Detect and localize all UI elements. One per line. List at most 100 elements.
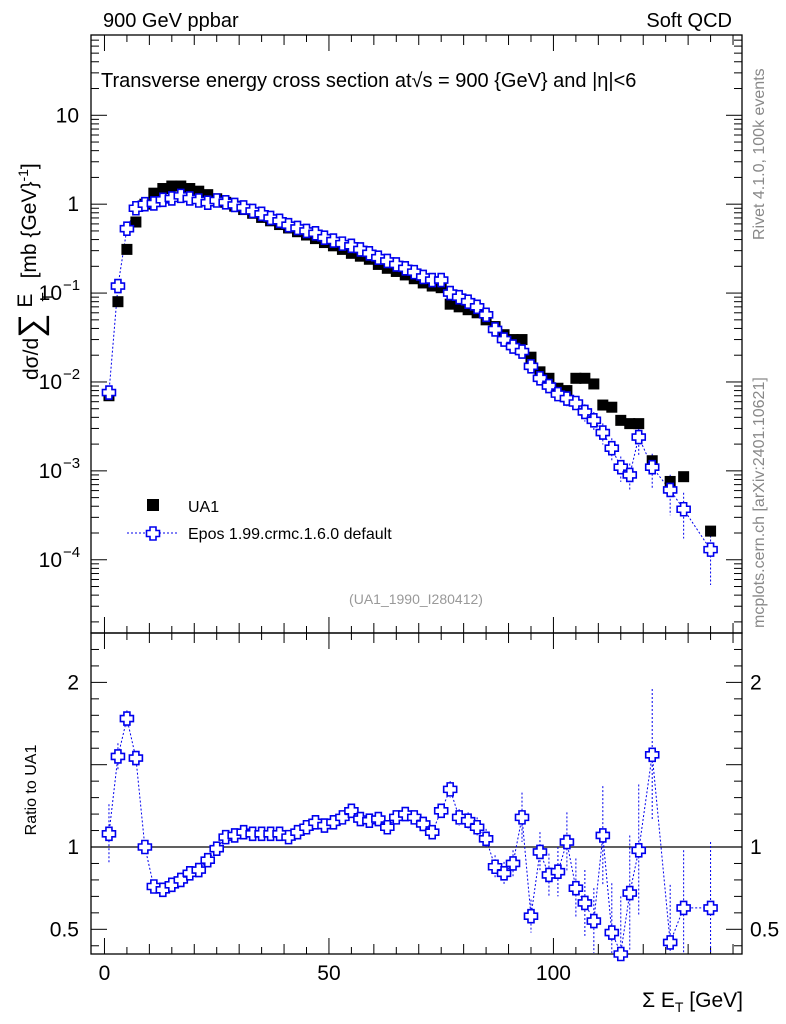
ratio-data-point bbox=[559, 834, 575, 850]
ratio-data-point bbox=[469, 819, 485, 835]
mc-data-point bbox=[523, 359, 539, 374]
main-y-axis-label: dσ/d∑ E T [mb {GeV}-1] bbox=[12, 163, 56, 380]
legend-ua1-marker bbox=[147, 499, 159, 511]
mc-data-point bbox=[703, 542, 718, 557]
ua1-data-point bbox=[202, 189, 214, 201]
legend-epos-marker bbox=[145, 526, 161, 541]
legend-epos-label: Epos 1.99.crmc.1.6.0 default bbox=[188, 526, 392, 543]
ratio-data-point bbox=[353, 811, 368, 827]
ratio-x-axis-label: Σ ET [GeV] bbox=[642, 989, 743, 1015]
ua1-data-point bbox=[453, 301, 465, 313]
mc-data-point bbox=[595, 425, 611, 440]
ratio-data-point bbox=[568, 880, 584, 896]
header-right-label: Soft QCD bbox=[646, 10, 732, 32]
legend: UA1 Epos 1.99.crmc.1.6.0 default bbox=[127, 499, 392, 543]
ua1-data-point bbox=[624, 418, 636, 430]
ua1-data-point bbox=[462, 304, 474, 316]
ratio-data-point bbox=[110, 749, 126, 764]
ylabel-close: ] bbox=[18, 163, 41, 169]
ratio-data-point bbox=[236, 824, 251, 840]
ylabel-sum: ∑ bbox=[12, 314, 50, 338]
ua1-data-point bbox=[543, 372, 555, 384]
ua1-data-point bbox=[381, 262, 393, 274]
ratio-data-point bbox=[128, 750, 144, 766]
header-left-label: 900 GeV ppbar bbox=[103, 10, 239, 32]
mc-data-point bbox=[182, 191, 198, 206]
mc-data-point bbox=[218, 194, 233, 210]
ua1-data-point bbox=[166, 180, 178, 192]
title-sqrt: √s bbox=[412, 70, 433, 92]
ua1-data-point bbox=[579, 372, 591, 384]
ua1-data-point bbox=[525, 351, 537, 363]
mc-data-point bbox=[644, 459, 660, 475]
ratio-data-point bbox=[200, 852, 216, 868]
main-ytick-label: 1 bbox=[67, 193, 79, 216]
ratio-data-point bbox=[586, 913, 602, 929]
main-ytick-label-exp: −4 bbox=[63, 544, 80, 561]
xlabel-sub: T bbox=[675, 999, 684, 1015]
mc-data-point bbox=[101, 385, 117, 400]
rivet-label: Rivet 4.1.0, 100k events bbox=[751, 68, 768, 240]
mc-data-point bbox=[209, 193, 225, 208]
ratio-data-point bbox=[209, 841, 225, 856]
ylabel-unit: [mb {GeV} bbox=[18, 182, 41, 279]
ua1-data-point bbox=[435, 282, 447, 294]
ua1-data-point bbox=[588, 378, 600, 390]
ratio-data-point bbox=[703, 900, 718, 916]
title-post: = 900 {GeV} and |η|<6 bbox=[432, 70, 636, 92]
mc-data-point bbox=[662, 482, 678, 498]
main-ytick-label: 10 bbox=[56, 104, 79, 127]
ua1-data-point bbox=[615, 414, 627, 426]
mc-data-point bbox=[335, 236, 350, 251]
mc-data-point bbox=[676, 501, 691, 517]
ua1-data-point bbox=[148, 187, 160, 199]
ua1-data-point bbox=[184, 183, 196, 195]
xlabel-pre: Σ E bbox=[642, 989, 675, 1012]
ratio-data-point bbox=[604, 925, 620, 940]
ratio-data-point bbox=[137, 839, 153, 855]
ua1-data-point bbox=[561, 385, 573, 397]
ua1-data-point bbox=[633, 418, 645, 430]
mc-data-point bbox=[191, 193, 207, 208]
ua1-data-point bbox=[175, 180, 187, 192]
main-ytick-label-exp: −1 bbox=[63, 277, 80, 294]
main-ytick-label: 10 bbox=[39, 282, 62, 305]
ratio-ytick-label-right: 2 bbox=[750, 671, 762, 694]
main-ytick-label: 10 bbox=[39, 460, 62, 483]
ratio-data-point bbox=[613, 946, 629, 962]
ua1-data-point bbox=[597, 399, 609, 411]
ratio-data-point bbox=[676, 900, 691, 916]
main-panel: Transverse energy cross section at√s = 9… bbox=[12, 34, 743, 634]
mc-data-point bbox=[227, 197, 242, 213]
ratio-ytick-label-right: 1 bbox=[750, 836, 762, 859]
ratio-data-point bbox=[433, 803, 449, 819]
ratio-ytick-label: 0.5 bbox=[50, 918, 79, 941]
main-ytick-label: 10 bbox=[39, 549, 62, 572]
xlabel-post: [GeV] bbox=[683, 989, 743, 1012]
main-plot-frame bbox=[90, 34, 743, 634]
mc-data-point bbox=[119, 221, 135, 236]
ratio-data-point bbox=[631, 842, 647, 858]
ratio-data-point bbox=[622, 885, 638, 901]
ratio-ytick-label: 2 bbox=[67, 671, 79, 694]
ratio-x-ticks: 0 50 100 bbox=[99, 633, 734, 985]
ratio-data-point bbox=[496, 866, 512, 881]
xtick-label: 50 bbox=[317, 962, 340, 985]
ratio-y-axis-label: Ratio to UA1 bbox=[23, 745, 40, 836]
ratio-data-point bbox=[119, 711, 135, 726]
mc-data-point bbox=[604, 440, 620, 456]
ratio-data-point bbox=[577, 895, 593, 911]
ratio-ytick-label: 1 bbox=[67, 836, 79, 859]
ratio-data-point bbox=[101, 826, 117, 842]
ua1-data-point bbox=[516, 334, 528, 346]
svg-text:dσ/d∑ET[mb {GeV}-1]: dσ/d∑ E T [mb {GeV}-1] bbox=[12, 163, 56, 380]
mc-data-point bbox=[478, 307, 494, 323]
ratio-y-ticks: 0.5 0.5 1 1 2 2 bbox=[50, 648, 779, 947]
ylabel-exp: -1 bbox=[15, 169, 31, 182]
ratio-panel: Ratio to UA1 0.5 0.5 1 1 2 2 0 50 100 Σ ET [GeV… bbox=[23, 632, 779, 1015]
ratio-data-point bbox=[505, 856, 521, 871]
ratio-data-point bbox=[478, 831, 494, 847]
ratio-data-point bbox=[595, 828, 611, 843]
mc-series-line bbox=[108, 195, 711, 550]
